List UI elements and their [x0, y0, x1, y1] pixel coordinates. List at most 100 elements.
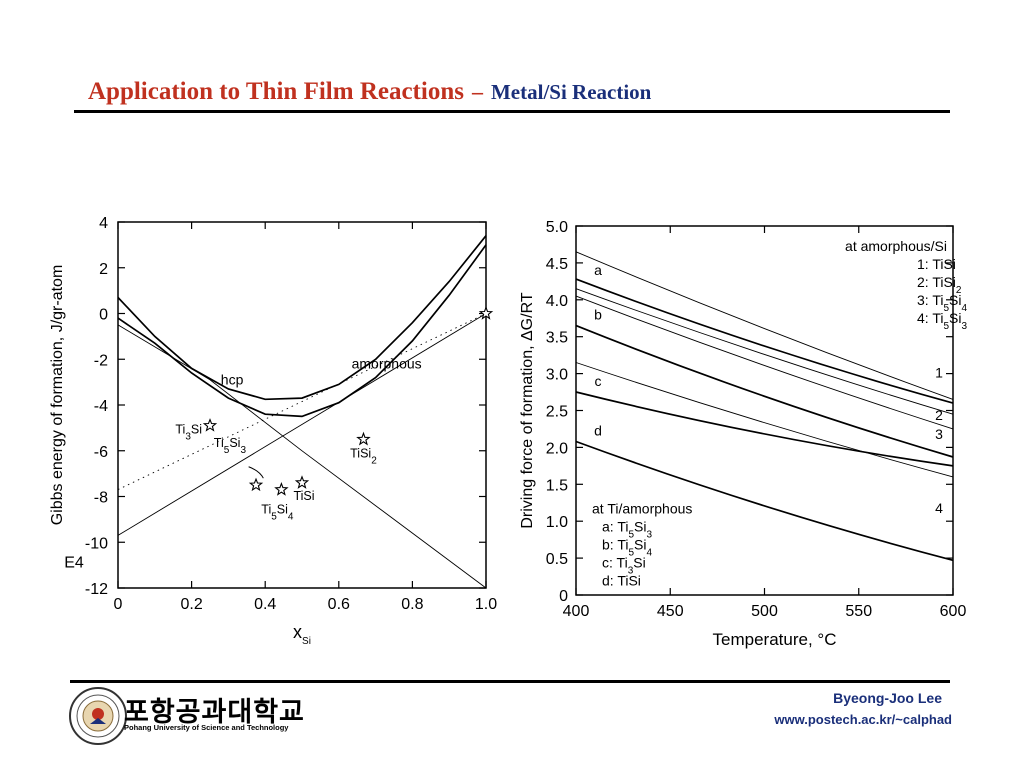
x-tick-label: 0.4 — [254, 596, 276, 613]
legend-key: 1: — [917, 256, 929, 272]
x-axis-label-main: x — [293, 622, 302, 642]
legend-formula: Ti — [932, 292, 943, 308]
x-tick-label: 500 — [751, 603, 778, 620]
legend-formula: Si — [634, 536, 646, 552]
plot-frame — [117, 221, 487, 589]
gibbs-energy-chart: 0 0.2 0.4 0.6 0.8 1.0 4 2 0 -2 -4 -6 -8 -10 -12 hcp amor… — [49, 215, 497, 647]
legend-formula: Si — [949, 292, 961, 308]
legend-formula: Ti — [617, 518, 628, 534]
legend-formula-sub: 5 — [943, 321, 949, 332]
legend-formula-sub: 5 — [943, 303, 949, 314]
series-line-d — [575, 440, 954, 562]
y-tick-label: 2 — [99, 261, 108, 278]
legend-item: 2: TiSi2 — [917, 274, 962, 296]
y-tick-label: 3.0 — [546, 367, 568, 384]
legend-item: c: Ti3Si — [602, 554, 646, 576]
series-label: c — [595, 373, 602, 389]
y-tick-label: 0 — [559, 588, 568, 605]
legend-key: 3: — [917, 292, 929, 308]
compound-point — [248, 477, 264, 492]
website-link[interactable]: www.postech.ac.kr/~calphad — [774, 712, 952, 727]
compound-label: TiSi — [293, 489, 314, 503]
x-tick-label: 0.6 — [328, 596, 350, 613]
title-rule — [74, 110, 950, 113]
compound-label-part: Si — [229, 436, 240, 450]
compound-label-part: TiSi — [293, 489, 314, 503]
y-axis-label: Driving force of formation, ΔG/RT — [519, 292, 536, 528]
y-tick-label: 5.0 — [546, 219, 568, 236]
series-line-4 — [575, 362, 954, 478]
compound-point — [294, 475, 310, 489]
series-line-3 — [575, 295, 954, 430]
y-tick-label: -10 — [85, 535, 108, 552]
series-line-4 — [117, 313, 487, 491]
author-name: Byeong-Joo Lee — [833, 690, 942, 706]
y-tick-label: 1.0 — [546, 514, 568, 531]
legend-key: a: — [602, 518, 614, 534]
title-dash: – — [471, 79, 483, 104]
y-tick-label: -8 — [94, 490, 108, 507]
x-tick-label: 0.8 — [401, 596, 423, 613]
legend-formula: Si — [949, 310, 961, 326]
legend-item: a: Ti5Si3 — [602, 518, 653, 540]
compound-label-sub: 2 — [371, 455, 377, 466]
compound-point — [356, 431, 371, 446]
compound-label-sub: 5 — [224, 445, 230, 456]
legend-formula: TiSi — [617, 572, 641, 588]
driving-force-chart: 400 450 500 550 6005.04.54.03.53.02.52.01.51… — [519, 219, 968, 649]
legend-formula: Si — [633, 554, 645, 570]
legend-key: 4: — [917, 310, 929, 326]
compound-label: Ti3Si — [175, 423, 202, 443]
y-tick-label: -12 — [85, 581, 108, 598]
y-tick-label: 1.5 — [546, 477, 568, 494]
series-line-b — [575, 324, 954, 458]
legend-formula: TiSi — [932, 256, 956, 272]
university-name-english: Pohang University of Science and Technol… — [124, 723, 289, 732]
series-line-1 — [575, 251, 954, 400]
x-tick-label: 0 — [114, 596, 123, 613]
footer-rule — [70, 680, 950, 683]
legend-key: c: — [602, 554, 613, 570]
title-main: Application to Thin Film Reactions — [88, 78, 464, 105]
y-tick-label: -2 — [94, 352, 108, 369]
x-axis-label: xSi — [293, 622, 311, 647]
legend-key: d: — [602, 572, 614, 588]
y-tick-label: -4 — [94, 398, 108, 415]
legend-formula-sub: 3 — [647, 529, 653, 540]
legend-formula-sub: 3 — [628, 565, 634, 576]
series-label: 4 — [935, 500, 943, 516]
legend-formula-sub: 4 — [647, 547, 653, 558]
compound-label-sub: 3 — [185, 431, 191, 442]
series-line-3 — [117, 313, 487, 536]
compound-label-part: Si — [277, 503, 288, 517]
annotation-label: amorphous — [352, 355, 422, 371]
y-axis-label: Gibbs energy of formation, J/gr-atom — [49, 265, 66, 526]
y-tick-label: 3.5 — [546, 330, 568, 347]
legend-formula-sub: 5 — [628, 547, 634, 558]
x-tick-label: 0.2 — [180, 596, 202, 613]
annotation-label: hcp — [221, 371, 244, 387]
y-tick-label: 4.0 — [546, 293, 568, 310]
series-line-0 — [117, 235, 487, 401]
compound-point — [478, 305, 494, 320]
compound-point — [274, 482, 289, 496]
series-label: 3 — [935, 426, 943, 442]
y-tick-label: -6 — [94, 444, 108, 461]
series-label: b — [594, 307, 602, 323]
legend-formula-sub: 5 — [628, 529, 634, 540]
slide-title: Application to Thin Film Reactions – Metal… — [88, 78, 651, 106]
y-tick-label: 0 — [99, 307, 108, 324]
series-line-2 — [575, 288, 954, 415]
compound-label-sub: 3 — [240, 445, 246, 456]
x-tick-label: 550 — [845, 603, 872, 620]
legend-heading: at Ti/amorphous — [592, 500, 692, 516]
compound-label-sub: 4 — [288, 511, 294, 522]
series-line-a — [575, 278, 954, 404]
y-tick-label: 2.0 — [546, 440, 568, 457]
legend-formula: Ti — [932, 310, 943, 326]
legend-item: 1: TiSi — [917, 256, 956, 272]
y-tick-label: 4 — [99, 215, 108, 232]
legend-key: b: — [602, 536, 614, 552]
series-line-c — [575, 391, 954, 467]
y-tick-label: 4.5 — [546, 256, 568, 273]
